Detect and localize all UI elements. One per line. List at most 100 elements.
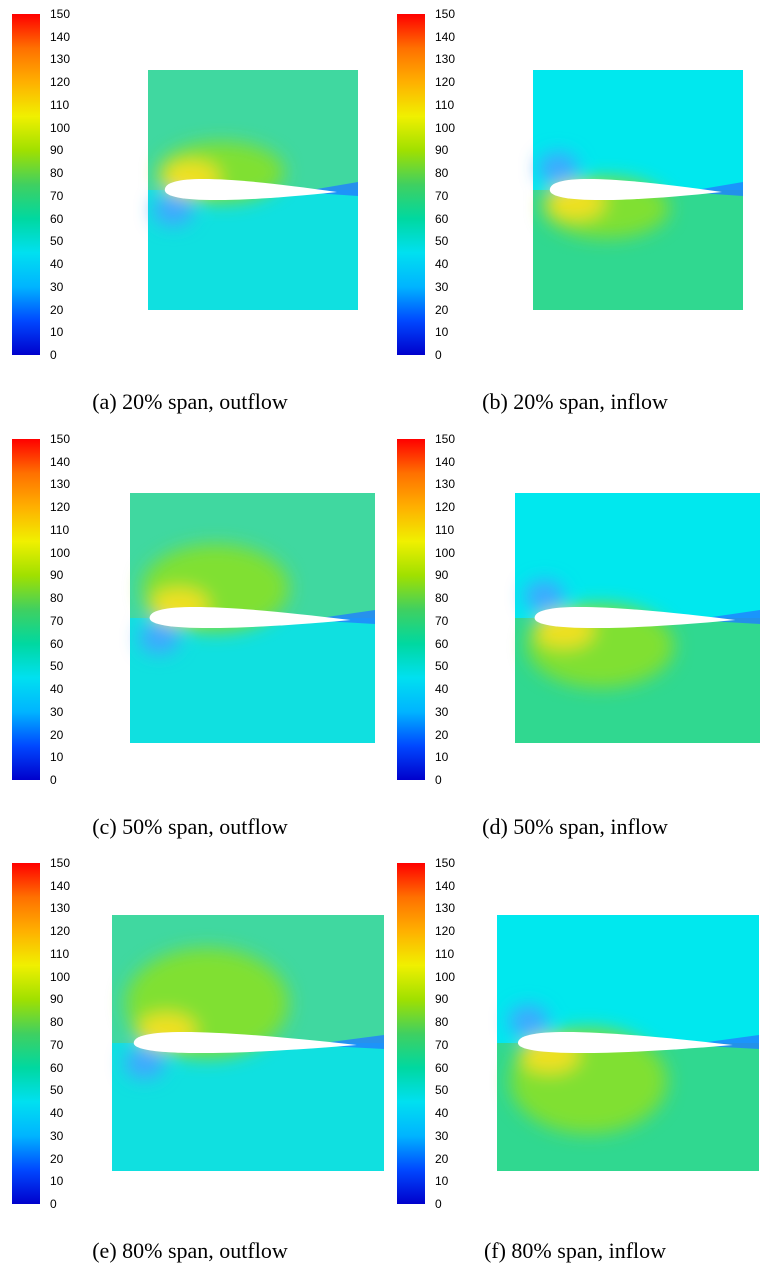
colorbar-tick-label: 40 — [50, 257, 64, 272]
colorbar-tick-label: 20 — [50, 1151, 64, 1166]
colorbar-tick-label: 40 — [435, 1106, 449, 1121]
colorbar-tick-label: 70 — [435, 613, 449, 628]
colorbar-tick-label: 30 — [435, 279, 449, 294]
colorbar-tick-label: 150 — [435, 432, 456, 446]
colorbar-ticks: 150 140 130 120 110 100 90 80 70 60 50 40 30 20 10 0 — [435, 433, 475, 786]
colorbar-gradient — [397, 863, 425, 1204]
colorbar-tick-label: 130 — [435, 477, 456, 492]
colorbar — [12, 439, 40, 780]
colorbar-tick-label: 90 — [435, 992, 449, 1007]
panel-c: 150 140 130 120 110 100 90 80 70 60 50 40 30 20 10 0 (c… — [0, 425, 380, 850]
panel-f: 150 140 130 120 110 100 90 80 70 60 50 40 30 20 10 0 (f… — [385, 849, 760, 1274]
colorbar-tick-label: 120 — [50, 924, 71, 939]
colorbar-tick-label: 0 — [50, 348, 57, 362]
colorbar-tick-label: 10 — [50, 750, 64, 765]
panel-d: 150 140 130 120 110 100 90 80 70 60 50 40 30 20 10 0 (d… — [385, 425, 760, 850]
colorbar-tick-label: 150 — [435, 856, 456, 870]
colorbar-tick-label: 70 — [435, 1037, 449, 1052]
colorbar-tick-label: 40 — [435, 682, 449, 697]
caption: (b) 20% span, inflow — [482, 389, 668, 414]
airfoil — [149, 606, 351, 629]
colorbar — [397, 439, 425, 780]
colorbar-tick-label: 10 — [435, 1174, 449, 1189]
airfoil — [549, 178, 722, 201]
colorbar-tick-label: 130 — [50, 52, 71, 67]
colorbar-tick-label: 0 — [435, 348, 442, 362]
colorbar-tick-label: 40 — [435, 257, 449, 272]
colorbar-tick-label: 100 — [435, 120, 456, 135]
colorbar-tick-label: 20 — [435, 302, 449, 317]
colorbar-tick-label: 0 — [435, 773, 442, 787]
colorbar-tick-label: 120 — [435, 75, 456, 90]
colorbar-tick-label: 130 — [50, 477, 71, 492]
contour-plot — [112, 915, 384, 1171]
colorbar-gradient — [12, 863, 40, 1204]
colorbar-tick-label: 50 — [50, 1083, 64, 1098]
colorbar-tick-label: 130 — [435, 901, 456, 916]
colorbar-tick-label: 50 — [435, 234, 449, 249]
colorbar-tick-label: 0 — [50, 1197, 57, 1211]
caption: (c) 50% span, outflow — [92, 814, 288, 839]
colorbar-tick-label: 130 — [435, 52, 456, 67]
colorbar — [12, 863, 40, 1204]
colorbar-tick-label: 60 — [50, 1060, 64, 1075]
colorbar-gradient — [397, 439, 425, 780]
contour-plot — [148, 70, 358, 310]
colorbar-tick-label: 10 — [435, 750, 449, 765]
airfoil — [133, 1031, 357, 1054]
colorbar-tick-label: 140 — [50, 454, 71, 469]
caption: (e) 80% span, outflow — [92, 1238, 288, 1263]
colorbar-tick-label: 140 — [50, 878, 71, 893]
colorbar-tick-label: 90 — [50, 992, 64, 1007]
colorbar-tick-label: 80 — [50, 591, 64, 606]
colorbar — [12, 14, 40, 355]
colorbar-tick-label: 20 — [435, 1151, 449, 1166]
colorbar-tick-label: 90 — [50, 568, 64, 583]
colorbar-gradient — [397, 14, 425, 355]
colorbar-tick-label: 140 — [435, 878, 456, 893]
caption: (d) 50% span, inflow — [482, 814, 668, 839]
colorbar-tick-label: 80 — [435, 591, 449, 606]
colorbar-tick-label: 80 — [50, 1015, 64, 1030]
colorbar-tick-label: 30 — [50, 279, 64, 294]
colorbar-tick-label: 110 — [435, 946, 455, 961]
colorbar-tick-label: 100 — [435, 969, 456, 984]
colorbar-tick-label: 10 — [50, 1174, 64, 1189]
colorbar-tick-label: 90 — [435, 143, 449, 158]
colorbar-tick-label: 60 — [435, 211, 449, 226]
colorbar-tick-label: 100 — [50, 969, 71, 984]
colorbar-tick-label: 20 — [50, 727, 64, 742]
colorbar-tick-label: 110 — [50, 946, 70, 961]
colorbar-tick-label: 30 — [435, 1128, 449, 1143]
colorbar-tick-label: 50 — [50, 659, 64, 674]
contour-plot — [497, 915, 759, 1171]
colorbar-tick-label: 50 — [50, 234, 64, 249]
colorbar-tick-label: 140 — [435, 29, 456, 44]
colorbar-tick-label: 40 — [50, 682, 64, 697]
panel-e: 150 140 130 120 110 100 90 80 70 60 50 40 30 20 10 0 (e… — [0, 849, 384, 1274]
panel-a: 150 140 130 120 110 100 90 80 70 60 50 40 30 20 10 0 (a… — [0, 0, 380, 425]
panel-b: 150 140 130 120 110 100 90 80 70 60 50 40 30 20 10 0 (b… — [385, 0, 760, 425]
colorbar — [397, 14, 425, 355]
colorbar-tick-label: 150 — [50, 7, 71, 21]
colorbar-tick-label: 110 — [435, 522, 455, 537]
colorbar-tick-label: 120 — [435, 500, 456, 515]
colorbar-tick-label: 150 — [50, 856, 71, 870]
colorbar-tick-label: 60 — [435, 636, 449, 651]
colorbar-tick-label: 60 — [50, 636, 64, 651]
colorbar-tick-label: 90 — [435, 568, 449, 583]
airfoil — [164, 178, 337, 201]
colorbar-tick-label: 30 — [50, 1128, 64, 1143]
colorbar-tick-label: 60 — [435, 1060, 449, 1075]
colorbar-tick-label: 150 — [435, 7, 456, 21]
colorbar-tick-label: 10 — [435, 325, 449, 340]
colorbar-tick-label: 120 — [50, 500, 71, 515]
colorbar-tick-label: 130 — [50, 901, 71, 916]
colorbar-tick-label: 120 — [50, 75, 71, 90]
colorbar-ticks: 150 140 130 120 110 100 90 80 70 60 50 40 30 20 10 0 — [50, 433, 90, 786]
colorbar-tick-label: 80 — [50, 166, 64, 181]
colorbar-tick-label: 10 — [50, 325, 64, 340]
colorbar-tick-label: 140 — [435, 454, 456, 469]
colorbar-ticks: 150 140 130 120 110 100 90 80 70 60 50 40 30 20 10 0 — [435, 857, 475, 1210]
colorbar-tick-label: 110 — [50, 522, 70, 537]
